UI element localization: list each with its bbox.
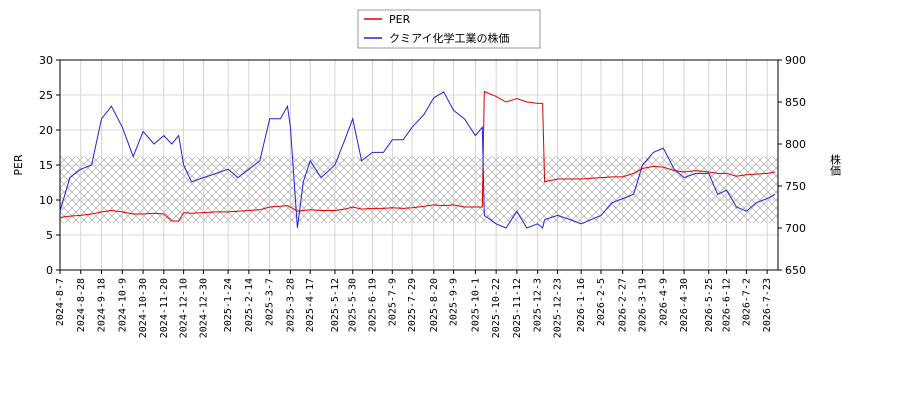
x-tick-label: 2026-2-27	[618, 278, 629, 332]
y2-tick-label: 700	[785, 222, 806, 235]
x-tick-label: 2025-5-30	[348, 278, 359, 332]
x-tick-label: 2025-8-20	[429, 278, 440, 332]
x-tick-label: 2025-7-29	[407, 278, 418, 332]
series-line	[59, 91, 776, 229]
y-tick-label: 25	[39, 89, 53, 102]
x-tick-label: 2026-5-25	[704, 278, 715, 332]
x-tick-label: 2025-11-12	[512, 278, 523, 338]
y2-tick-label: 800	[785, 138, 806, 151]
x-tick-label: 2025-5-12	[330, 278, 341, 332]
x-tick-label: 2026-6-12	[722, 278, 733, 332]
x-tick-label: 2026-1-16	[576, 278, 587, 332]
y-tick-label: 15	[39, 159, 53, 172]
y2-axis-label: 株価	[829, 153, 842, 176]
series-line	[59, 90, 776, 222]
y-tick-label: 5	[46, 229, 53, 242]
y-tick-label: 10	[39, 194, 53, 207]
legend-box	[357, 9, 541, 49]
x-tick-label: 2026-7-2	[741, 278, 752, 326]
x-tick-label: 2025-3-7	[265, 278, 276, 326]
x-tick-label: 2025-4-17	[305, 278, 316, 332]
x-tick-label: 2026-7-23	[762, 278, 773, 332]
x-tick-label: 2026-3-19	[638, 278, 649, 332]
y-tick-label: 0	[46, 264, 53, 277]
x-tick-label: 2024-9-18	[97, 278, 108, 332]
x-tick-label: 2025-9-9	[449, 278, 460, 326]
x-tick-label: 2024-12-10	[179, 278, 190, 338]
y-tick-label: 30	[39, 54, 53, 67]
y-axis-label: PER	[12, 154, 25, 176]
x-tick-label: 2025-12-23	[552, 278, 563, 338]
plot-frame	[59, 59, 779, 271]
legend-label: クミアイ化学工業の株価	[389, 31, 509, 45]
x-tick-label: 2025-10-1	[470, 278, 481, 332]
x-tick-label: 2026-4-30	[679, 278, 690, 332]
y2-tick-label: 850	[785, 96, 806, 109]
x-tick-label: 2024-8-7	[55, 278, 66, 326]
x-tick-label: 2024-8-28	[76, 278, 87, 332]
y2-tick-label: 750	[785, 180, 806, 193]
x-tick-label: 2025-12-3	[533, 278, 544, 332]
y-tick-label: 20	[39, 124, 53, 137]
y2-tick-label: 900	[785, 54, 806, 67]
x-tick-label: 2024-10-9	[117, 278, 128, 332]
y2-tick-label: 650	[785, 264, 806, 277]
x-tick-label: 2025-6-19	[368, 278, 379, 332]
x-tick-label: 2025-2-14	[244, 278, 255, 332]
x-tick-label: 2024-10-30	[138, 278, 149, 338]
shaded-range	[60, 156, 778, 224]
x-tick-label: 2025-3-28	[285, 278, 296, 332]
x-tick-label: 2026-2-5	[596, 278, 607, 326]
x-tick-label: 2025-1-24	[223, 278, 234, 332]
x-tick-label: 2024-12-30	[198, 278, 209, 338]
x-tick-label: 2024-11-20	[159, 278, 170, 338]
x-tick-label: 2025-7-9	[387, 278, 398, 326]
x-tick-label: 2025-10-22	[491, 278, 502, 338]
x-tick-label: 2026-4-9	[658, 278, 669, 326]
legend-label: PER	[389, 13, 411, 26]
